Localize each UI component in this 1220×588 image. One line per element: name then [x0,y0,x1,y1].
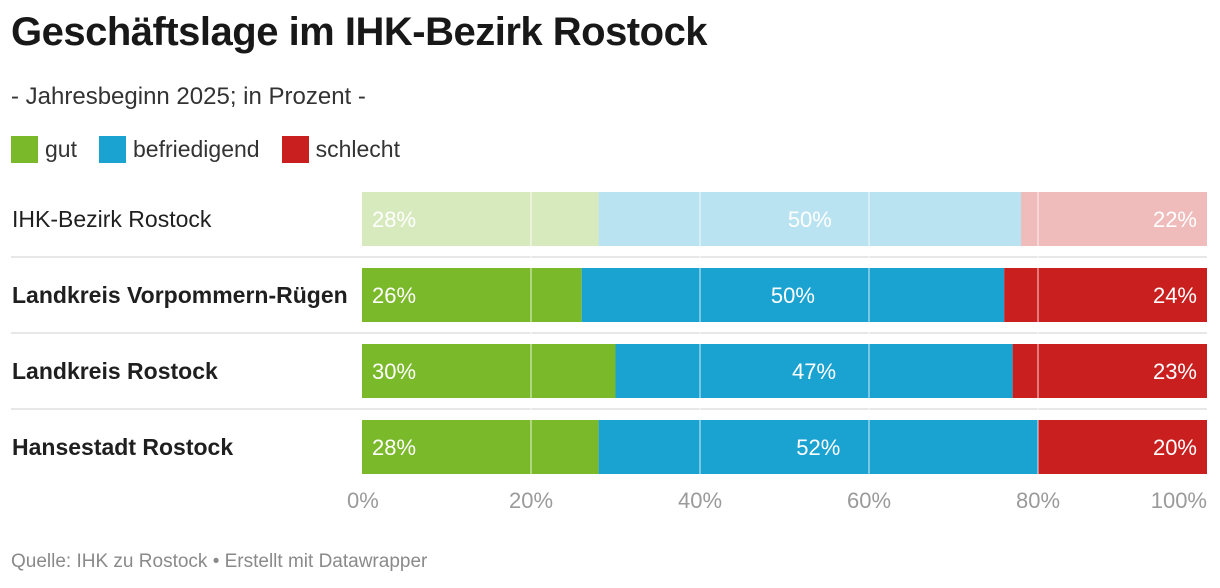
bar-segment-befriedigend [581,268,1005,322]
data-label: 20% [1153,435,1197,460]
data-label: 28% [372,435,416,460]
bar-segment-gut [362,192,599,246]
legend-item-befriedigend: befriedigend [98,136,260,163]
chart-subtitle: - Jahresbeginn 2025; in Prozent - [11,83,366,110]
data-label: 30% [372,359,416,384]
bar-segment-schlecht [1038,420,1207,474]
category-label: IHK-Bezirk Rostock [12,206,212,232]
legend-label-schlecht: schlecht [315,136,400,162]
data-label: 50% [788,207,832,232]
x-tick-label: 40% [678,488,722,513]
bar-segment-gut [362,268,582,322]
data-label: 47% [792,359,836,384]
bars-layer [11,192,1207,474]
category-label: Hansestadt Rostock [12,434,233,460]
bar-segment-befriedigend [598,420,1038,474]
bar-segment-schlecht [1012,344,1207,398]
data-label: 23% [1153,359,1197,384]
bar-segment-schlecht [1021,192,1207,246]
legend: gut befriedigend schlecht [11,136,422,163]
legend-item-gut: gut [11,136,77,163]
chart-title: Geschäftslage im IHK-Bezirk Rostock [11,10,708,54]
source-footer: Quelle: IHK zu Rostock • Erstellt mit Da… [11,551,428,572]
stacked-bar-chart: IHK-Bezirk Rostock 28% 50% 22% Landkreis Vor… [11,192,1207,513]
bar-segment-befriedigend [615,344,1013,398]
category-label: Landkreis Vorpommern-Rügen [12,282,348,308]
category-label: Landkreis Rostock [12,358,218,384]
data-label: 28% [372,207,416,232]
grid-layer [530,192,1039,474]
legend-item-schlecht: schlecht [281,136,400,163]
x-tick-label: 100% [1151,488,1207,513]
x-tick-label: 60% [847,488,891,513]
data-label: 22% [1153,207,1197,232]
x-tick-label: 20% [509,488,553,513]
labels-layer: IHK-Bezirk Rostock 28% 50% 22% Landkreis Vor… [12,206,1207,513]
bar-segment-gut [362,344,616,398]
data-label: 50% [771,283,815,308]
legend-swatch-gut [11,136,38,163]
data-label: 26% [372,283,416,308]
x-tick-label: 80% [1016,488,1060,513]
legend-swatch-schlecht [281,136,309,163]
legend-swatch-befriedigend [98,136,126,163]
legend-label-befriedigend: befriedigend [132,136,260,162]
x-tick-label: 0% [347,488,379,513]
legend-label-gut: gut [45,136,77,162]
bar-segment-befriedigend [598,192,1022,246]
data-label: 52% [796,435,840,460]
data-label: 24% [1153,283,1197,308]
bar-segment-gut [362,420,599,474]
